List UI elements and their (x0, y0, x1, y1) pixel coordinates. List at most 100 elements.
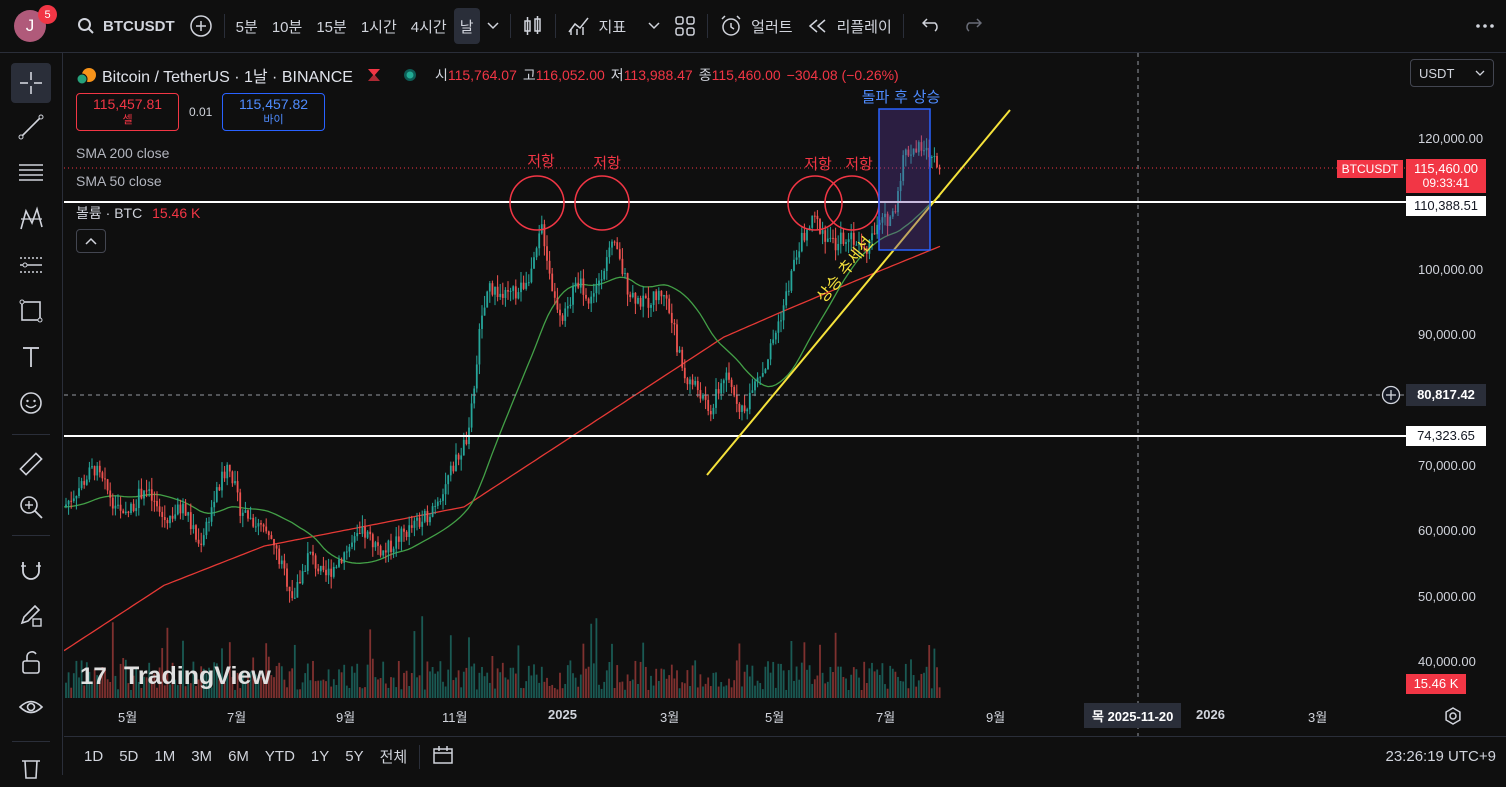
volume-legend[interactable]: 볼륨 · BTC 15.46 K (76, 203, 200, 223)
close-label: 종 (698, 67, 712, 83)
interval-1h[interactable]: 1시간 (360, 18, 397, 36)
price-chart[interactable]: 저항 저항 저항 저항 돌파 후 상승 상승 추세선 120,000.00 10… (64, 53, 1506, 736)
interval-5m[interactable]: 5분 (235, 18, 258, 36)
volume-bar (587, 666, 590, 698)
volume-bar (70, 687, 73, 698)
range-1y[interactable]: 1Y (310, 748, 330, 765)
candle-body (618, 249, 621, 259)
axis-settings-button[interactable] (1444, 707, 1462, 730)
volume-bar (548, 685, 551, 698)
candle-body (410, 525, 413, 528)
interval-10m[interactable]: 10분 (271, 18, 303, 36)
more-horizontal-icon (1476, 24, 1494, 28)
layouts-button[interactable] (667, 8, 703, 44)
candle-body (236, 481, 239, 493)
range-5y[interactable]: 5Y (345, 748, 364, 765)
volume-bar (106, 679, 109, 698)
shape-tool[interactable] (11, 291, 51, 331)
volume-bar (626, 674, 629, 698)
volume-bar (478, 672, 481, 698)
candle-body (208, 521, 210, 523)
emoji-tool[interactable] (11, 383, 51, 423)
draw-mode-tool[interactable] (11, 595, 51, 635)
resistance-circle[interactable] (574, 175, 630, 231)
range-3m[interactable]: 3M (191, 748, 213, 765)
range-1d[interactable]: 1D (84, 748, 104, 765)
replay-button[interactable]: 리플레이 (800, 8, 899, 44)
volume-bar (730, 687, 733, 698)
candle-body (247, 510, 249, 519)
alert-button[interactable]: 얼러트 (712, 8, 799, 44)
volume-bar (283, 679, 286, 698)
currency-selector[interactable]: USDT (1410, 59, 1494, 87)
prediction-tool[interactable] (11, 245, 51, 285)
resistance-circle[interactable] (787, 175, 843, 231)
range-5d[interactable]: 5D (119, 748, 139, 765)
zoom-tool[interactable] (11, 487, 51, 527)
lock-tool[interactable] (11, 642, 51, 682)
candle-body (743, 405, 746, 412)
volume-bar (442, 681, 444, 698)
delete-tool[interactable] (11, 747, 51, 787)
text-tool[interactable] (11, 337, 51, 377)
symbol-search[interactable]: BTCUSDT (70, 8, 182, 44)
hide-tool[interactable] (11, 687, 51, 727)
volume-bar (366, 664, 369, 698)
time-axis[interactable]: 5월 7월 9월 11월 2025 3월 5월 7월 9월 2026 3월 목 … (64, 701, 1406, 731)
volume-bar (722, 686, 725, 698)
volume-bar (67, 672, 70, 698)
breakout-box[interactable] (878, 108, 931, 251)
separator (902, 14, 904, 38)
volume-bar (631, 679, 634, 698)
interval-dropdown[interactable] (480, 8, 506, 44)
chart-area[interactable]: 저항 저항 저항 저항 돌파 후 상승 상승 추세선 120,000.00 10… (64, 53, 1506, 775)
sma200-legend[interactable]: SMA 200 close (76, 145, 170, 161)
volume-bar (104, 667, 106, 698)
sell-button[interactable]: 115,457.81 셀 (76, 93, 179, 131)
measure-tool[interactable] (11, 444, 51, 484)
candle-body (80, 481, 83, 489)
candle-body (223, 471, 226, 479)
candle-body (600, 279, 603, 281)
avatar-initial: J (25, 16, 35, 35)
resistance-circle[interactable] (509, 175, 565, 231)
alert-label: 얼러트 (751, 18, 793, 36)
volume-bar (595, 618, 598, 698)
interval-1d[interactable]: 날 (453, 8, 480, 44)
fib-tool[interactable] (11, 153, 51, 193)
goto-date-button[interactable] (424, 745, 462, 769)
uptrend-line[interactable] (706, 109, 1011, 476)
volume-bar (195, 685, 197, 698)
more-menu-button[interactable] (1475, 16, 1495, 41)
clock[interactable]: 23:26:19 UTC+9 (1385, 748, 1497, 765)
collapse-legend-button[interactable] (76, 229, 106, 253)
range-ytd[interactable]: YTD (264, 748, 295, 765)
undo-button[interactable] (908, 8, 956, 44)
candle-body (694, 380, 697, 385)
candle-body (119, 504, 122, 511)
volume-bar (517, 645, 520, 698)
candle-body (249, 517, 252, 519)
price-axis[interactable]: 120,000.00 100,000.00 90,000.00 70,000.0… (1418, 131, 1483, 669)
compare-button[interactable] (182, 8, 220, 44)
trendline-tool[interactable] (11, 107, 51, 147)
crosshair-tool[interactable] (11, 63, 51, 103)
range-1m[interactable]: 1M (154, 748, 176, 765)
volume-bar (109, 681, 112, 698)
interval-15m[interactable]: 15분 (316, 18, 347, 36)
add-alert-button[interactable] (1381, 385, 1401, 410)
range-6m[interactable]: 6M (228, 748, 249, 765)
pattern-tool[interactable] (11, 199, 51, 239)
redo-button[interactable] (956, 8, 988, 44)
volume-bar (197, 679, 200, 698)
buy-button[interactable]: 115,457.82 바이 (222, 93, 325, 131)
sma50-legend[interactable]: SMA 50 close (76, 173, 162, 189)
volume-bar (228, 642, 231, 698)
range-all[interactable]: 전체 (379, 749, 408, 766)
indicators-button[interactable]: 지표 (560, 8, 668, 44)
chart-type-button[interactable] (515, 8, 551, 44)
symbol-title[interactable]: Bitcoin / TetherUS · 1날 · BINANCE (102, 69, 353, 86)
volume-bar (299, 689, 301, 698)
interval-4h[interactable]: 4시간 (410, 18, 447, 36)
magnet-tool[interactable] (11, 550, 51, 590)
